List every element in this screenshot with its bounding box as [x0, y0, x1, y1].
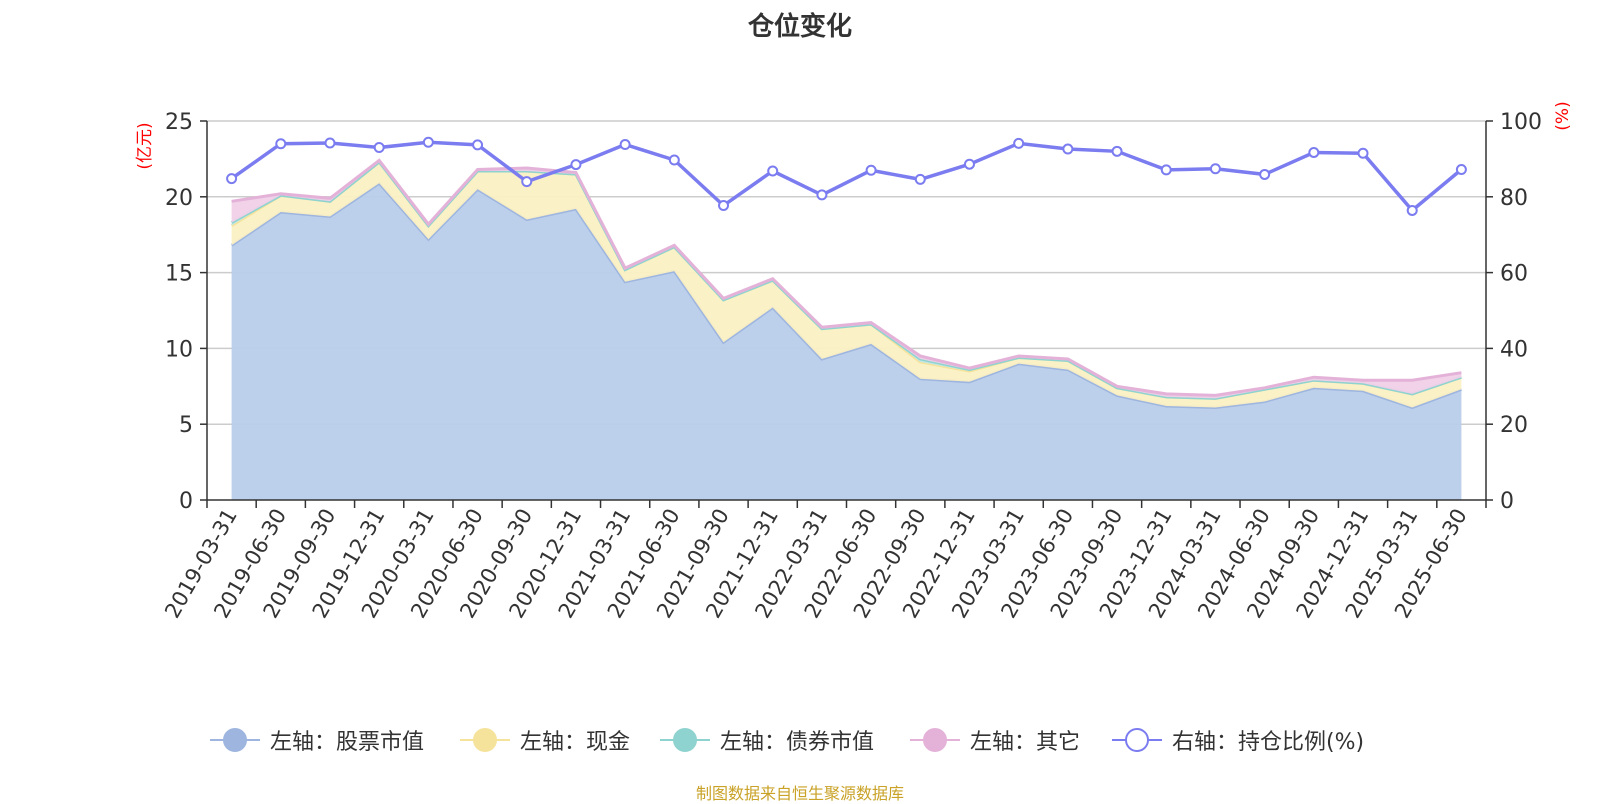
- ratio-point: [1259, 168, 1271, 180]
- ratio-point: [1111, 145, 1123, 157]
- y-left-tick-label: 0: [179, 489, 193, 514]
- legend-label: 左轴：现金: [520, 730, 631, 755]
- legend: 左轴：股票市值 左轴：现金 左轴：债券市值 左轴：其它 右轴：持仓比例(%): [0, 722, 1600, 758]
- legend-item-other[interactable]: 左轴：其它: [910, 722, 1080, 758]
- y-right-tick-label: 20: [1500, 413, 1528, 438]
- ratio-point: [1160, 164, 1172, 176]
- legend-item-bond[interactable]: 左轴：债券市值: [660, 722, 874, 758]
- series-line-ratio: [230, 140, 1463, 213]
- y-left-tick-label: 15: [165, 262, 193, 287]
- y-left-tick-label: 25: [165, 110, 193, 135]
- filled-circle-icon: [660, 728, 710, 752]
- ratio-point: [1308, 146, 1320, 158]
- filled-circle-icon: [460, 728, 510, 752]
- ratio-point: [521, 176, 533, 188]
- y-right-tick-label: 80: [1500, 186, 1528, 211]
- ratio-point: [1062, 143, 1074, 155]
- legend-label: 左轴：股票市值: [270, 730, 425, 755]
- ratio-point: [718, 200, 730, 212]
- ratio-point: [767, 165, 779, 177]
- ratio-point: [373, 142, 385, 154]
- y-right-axis-title: (%): [1553, 101, 1573, 130]
- legend-label: 左轴：其它: [970, 730, 1081, 755]
- series-line-stock: [230, 181, 1462, 410]
- ratio-point: [472, 139, 484, 151]
- filled-circle-icon: [910, 728, 960, 752]
- ratio-point: [324, 137, 336, 149]
- hollow-circle-icon: [1112, 728, 1162, 752]
- legend-item-stock[interactable]: 左轴：股票市值: [210, 722, 424, 758]
- legend-label: 右轴：持仓比例(%): [1172, 730, 1365, 755]
- data-source-note: 制图数据来自恒生聚源数据库: [695, 784, 904, 803]
- ratio-point: [1013, 137, 1025, 149]
- ratio-point: [275, 138, 287, 150]
- chart-title: 仓位变化: [747, 12, 852, 42]
- y-right-tick-label: 0: [1500, 489, 1514, 514]
- ratio-point: [1455, 164, 1467, 176]
- legend-label: 左轴：债券市值: [720, 730, 875, 755]
- y-left-tick-label: 5: [179, 413, 193, 438]
- ratio-point: [914, 173, 926, 185]
- y-left-axis-title: (亿元): [135, 122, 155, 169]
- y-right-tick-label: 100: [1500, 110, 1542, 135]
- ratio-point: [1357, 147, 1369, 159]
- y-right-tick-label: 40: [1500, 337, 1528, 362]
- ratio-point: [1406, 204, 1418, 216]
- ratio-point: [422, 136, 434, 148]
- series-line-other: [231, 158, 1462, 397]
- ratio-point: [963, 158, 975, 170]
- ratio-point: [1209, 163, 1221, 175]
- ratio-point: [865, 164, 877, 176]
- filled-circle-icon: [210, 728, 260, 752]
- ratio-point: [226, 173, 238, 185]
- ratio-point: [570, 159, 582, 171]
- legend-item-ratio[interactable]: 右轴：持仓比例(%): [1112, 722, 1364, 758]
- ratio-point: [668, 154, 680, 166]
- area-stock: [231, 183, 1462, 500]
- y-left-tick-label: 10: [165, 337, 193, 362]
- ratio-point: [816, 189, 828, 201]
- ratio-point: [619, 138, 631, 150]
- legend-item-cash[interactable]: 左轴：现金: [460, 722, 630, 758]
- y-left-tick-label: 20: [165, 186, 193, 211]
- y-right-tick-label: 60: [1500, 262, 1528, 287]
